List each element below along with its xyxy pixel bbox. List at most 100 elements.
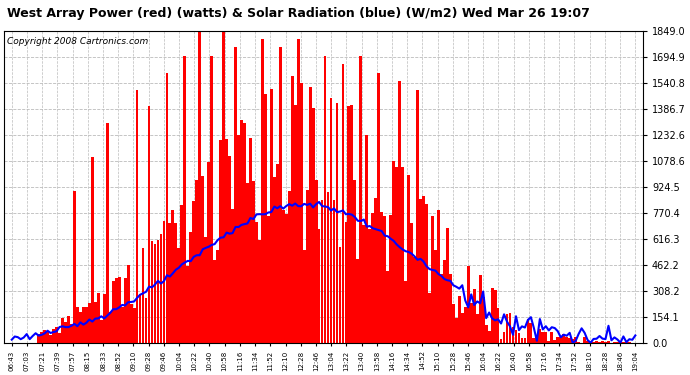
Bar [148, 106, 150, 343]
Bar [353, 180, 356, 343]
Bar [103, 294, 106, 343]
Bar [222, 31, 225, 343]
Bar [434, 250, 437, 343]
Bar [219, 140, 222, 343]
Bar [377, 73, 380, 343]
Bar [79, 312, 82, 343]
Bar [542, 332, 544, 343]
Bar [243, 123, 246, 343]
Bar [330, 98, 333, 343]
Bar [461, 313, 464, 343]
Bar [401, 168, 404, 343]
Bar [154, 244, 157, 343]
Bar [422, 196, 425, 343]
Bar [506, 314, 509, 343]
Bar [321, 200, 324, 343]
Bar [440, 273, 443, 343]
Bar [470, 303, 473, 343]
Bar [106, 123, 108, 343]
Bar [97, 294, 99, 343]
Bar [157, 240, 159, 343]
Bar [389, 215, 392, 343]
Bar [619, 342, 622, 343]
Bar [344, 222, 347, 343]
Bar [339, 247, 342, 343]
Bar [252, 181, 255, 343]
Bar [380, 213, 383, 343]
Text: Copyright 2008 Cartronics.com: Copyright 2008 Cartronics.com [8, 37, 148, 46]
Bar [172, 210, 175, 343]
Bar [255, 222, 258, 343]
Bar [76, 308, 79, 343]
Bar [294, 105, 297, 343]
Bar [267, 216, 270, 343]
Bar [315, 180, 317, 343]
Bar [159, 234, 162, 343]
Bar [184, 56, 186, 343]
Bar [326, 192, 329, 343]
Bar [195, 180, 198, 343]
Bar [509, 313, 511, 343]
Bar [613, 342, 616, 343]
Bar [43, 330, 46, 343]
Bar [592, 342, 595, 343]
Bar [342, 64, 344, 343]
Bar [443, 260, 446, 343]
Bar [562, 334, 565, 343]
Bar [264, 94, 267, 343]
Bar [398, 81, 401, 343]
Bar [574, 338, 577, 343]
Bar [485, 325, 488, 343]
Bar [419, 198, 422, 343]
Bar [473, 290, 475, 343]
Bar [225, 139, 228, 343]
Bar [595, 341, 598, 343]
Bar [312, 108, 315, 343]
Bar [112, 280, 115, 343]
Bar [333, 200, 335, 343]
Bar [437, 210, 440, 343]
Bar [150, 242, 153, 343]
Bar [515, 330, 518, 343]
Bar [520, 338, 523, 343]
Bar [213, 260, 216, 343]
Text: West Array Power (red) (watts) & Solar Radiation (blue) (W/m2) Wed Mar 26 19:07: West Array Power (red) (watts) & Solar R… [7, 8, 590, 21]
Bar [58, 333, 61, 343]
Bar [186, 266, 189, 343]
Bar [598, 342, 601, 343]
Bar [583, 337, 586, 343]
Bar [392, 161, 395, 343]
Bar [404, 281, 407, 343]
Bar [589, 342, 592, 343]
Bar [335, 103, 338, 343]
Bar [556, 337, 559, 343]
Bar [565, 337, 568, 343]
Bar [282, 210, 285, 343]
Bar [306, 190, 308, 343]
Bar [533, 338, 535, 343]
Bar [586, 341, 589, 343]
Bar [351, 105, 353, 343]
Bar [115, 278, 117, 343]
Bar [467, 266, 470, 343]
Bar [476, 314, 479, 343]
Bar [258, 240, 261, 343]
Bar [544, 332, 547, 343]
Bar [386, 271, 389, 343]
Bar [94, 302, 97, 343]
Bar [37, 334, 40, 343]
Bar [40, 332, 43, 343]
Bar [270, 88, 273, 343]
Bar [201, 177, 204, 343]
Bar [204, 237, 207, 343]
Bar [132, 308, 135, 343]
Bar [145, 298, 148, 343]
Bar [488, 331, 491, 343]
Bar [237, 135, 240, 343]
Bar [428, 292, 431, 343]
Bar [91, 157, 94, 343]
Bar [136, 90, 139, 343]
Bar [431, 216, 434, 343]
Bar [49, 334, 52, 343]
Bar [569, 338, 571, 343]
